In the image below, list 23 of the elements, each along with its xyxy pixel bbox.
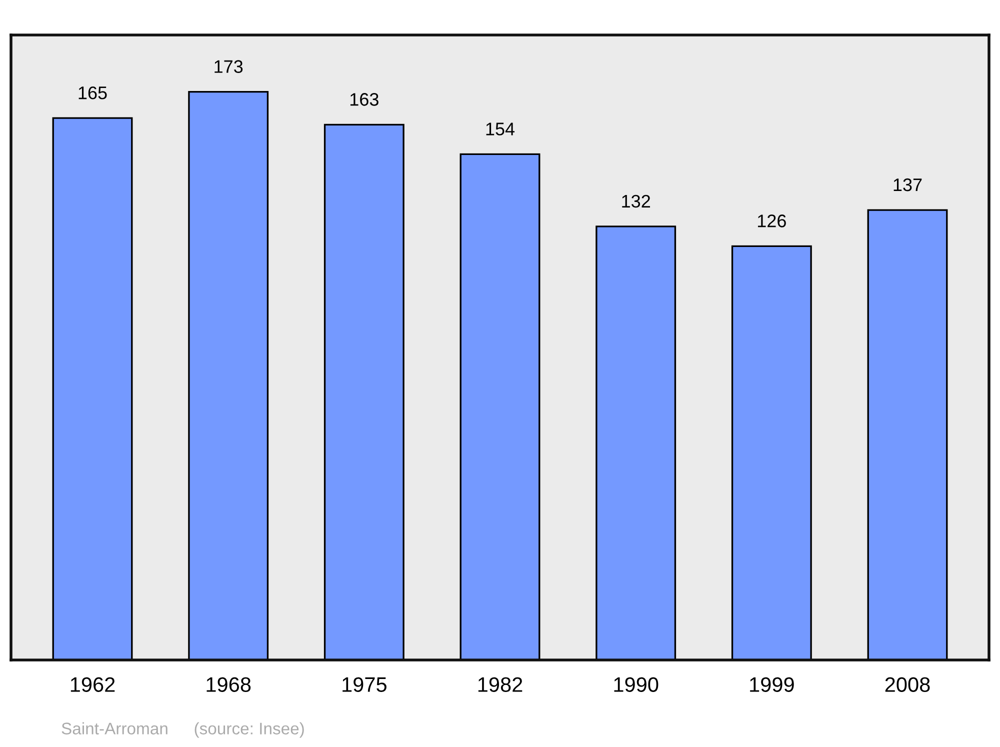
data-label: 154 <box>486 122 515 136</box>
x-tick-label: 1975 <box>342 677 386 692</box>
bar <box>324 124 404 660</box>
x-tick-label: 1990 <box>614 677 658 692</box>
bar <box>596 226 676 660</box>
x-tick-label: 1999 <box>750 677 794 692</box>
bar <box>52 117 133 660</box>
x-tick-label: 1962 <box>70 677 115 692</box>
data-label: 126 <box>758 214 786 228</box>
data-label: 165 <box>78 86 107 100</box>
data-label: 173 <box>214 60 243 73</box>
data-label: 163 <box>350 93 378 106</box>
text: (source: Insee) <box>194 722 304 738</box>
bar <box>731 245 812 660</box>
data-label: 137 <box>894 178 922 192</box>
bar <box>460 153 540 660</box>
data-label: 132 <box>622 194 650 208</box>
x-tick-label: 2008 <box>885 677 930 692</box>
bar <box>188 90 269 660</box>
x-tick-label: 1968 <box>206 677 251 692</box>
x-tick-label: 1982 <box>478 677 522 692</box>
text: Saint-Arroman <box>62 722 168 734</box>
bar <box>867 209 948 660</box>
